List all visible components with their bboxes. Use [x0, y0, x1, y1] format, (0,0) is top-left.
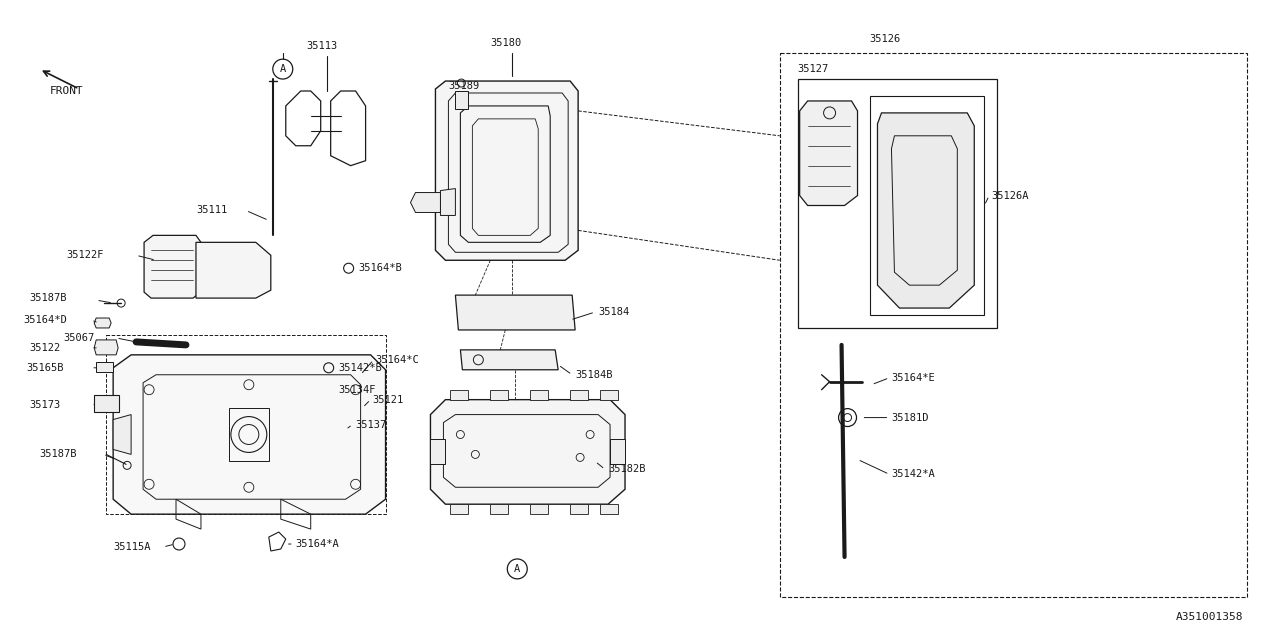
Polygon shape: [600, 390, 618, 399]
Text: A351001358: A351001358: [1176, 612, 1244, 621]
Text: 35137: 35137: [356, 420, 387, 429]
Text: 35164*B: 35164*B: [358, 263, 402, 273]
Polygon shape: [530, 504, 548, 514]
Polygon shape: [490, 504, 508, 514]
Text: 35127: 35127: [797, 64, 829, 74]
Text: 35113: 35113: [307, 41, 338, 51]
Polygon shape: [451, 504, 468, 514]
Polygon shape: [440, 189, 456, 216]
Text: 35122: 35122: [29, 343, 60, 353]
Polygon shape: [456, 295, 575, 330]
Text: 35187B: 35187B: [40, 449, 77, 460]
Text: 35164*E: 35164*E: [891, 372, 936, 383]
Polygon shape: [95, 340, 118, 355]
Text: 35164*C: 35164*C: [375, 355, 420, 365]
Polygon shape: [95, 395, 119, 412]
Text: 35126: 35126: [869, 34, 901, 44]
Polygon shape: [430, 440, 445, 465]
Polygon shape: [435, 81, 579, 260]
Polygon shape: [570, 390, 588, 399]
Polygon shape: [878, 113, 974, 308]
Polygon shape: [113, 355, 385, 514]
Text: 35180: 35180: [490, 38, 521, 48]
Text: 35142*A: 35142*A: [891, 469, 936, 479]
Polygon shape: [411, 193, 440, 212]
Polygon shape: [461, 350, 558, 370]
Text: A: A: [279, 64, 285, 74]
Text: 35173: 35173: [29, 399, 60, 410]
Text: A: A: [515, 564, 521, 574]
Text: 35142*B: 35142*B: [339, 363, 383, 372]
Text: 35164*A: 35164*A: [296, 539, 339, 549]
Polygon shape: [145, 236, 201, 298]
Polygon shape: [196, 243, 271, 298]
Polygon shape: [530, 390, 548, 399]
Text: 35115A: 35115A: [113, 542, 151, 552]
Polygon shape: [95, 318, 111, 328]
Polygon shape: [113, 415, 131, 454]
Text: 35189: 35189: [448, 81, 480, 91]
Polygon shape: [430, 399, 625, 504]
Text: 35184B: 35184B: [575, 370, 613, 380]
Polygon shape: [570, 504, 588, 514]
Text: FRONT: FRONT: [50, 86, 83, 96]
Text: 35187B: 35187B: [29, 293, 67, 303]
Text: 35111: 35111: [196, 205, 228, 216]
Polygon shape: [490, 390, 508, 399]
Text: 35165B: 35165B: [27, 363, 64, 372]
Text: 35181D: 35181D: [891, 413, 929, 422]
Polygon shape: [456, 91, 468, 109]
Text: 35184: 35184: [598, 307, 630, 317]
Text: 35122F: 35122F: [67, 250, 104, 260]
Text: 35121: 35121: [372, 395, 403, 404]
Polygon shape: [611, 440, 625, 465]
Text: 35182B: 35182B: [608, 465, 645, 474]
Text: 35164*D: 35164*D: [23, 315, 67, 325]
Polygon shape: [96, 362, 113, 372]
Text: 35134F: 35134F: [339, 385, 376, 395]
Text: 35126A: 35126A: [991, 191, 1029, 200]
Polygon shape: [800, 101, 858, 205]
Text: 35067: 35067: [63, 333, 95, 343]
Polygon shape: [451, 390, 468, 399]
Polygon shape: [600, 504, 618, 514]
